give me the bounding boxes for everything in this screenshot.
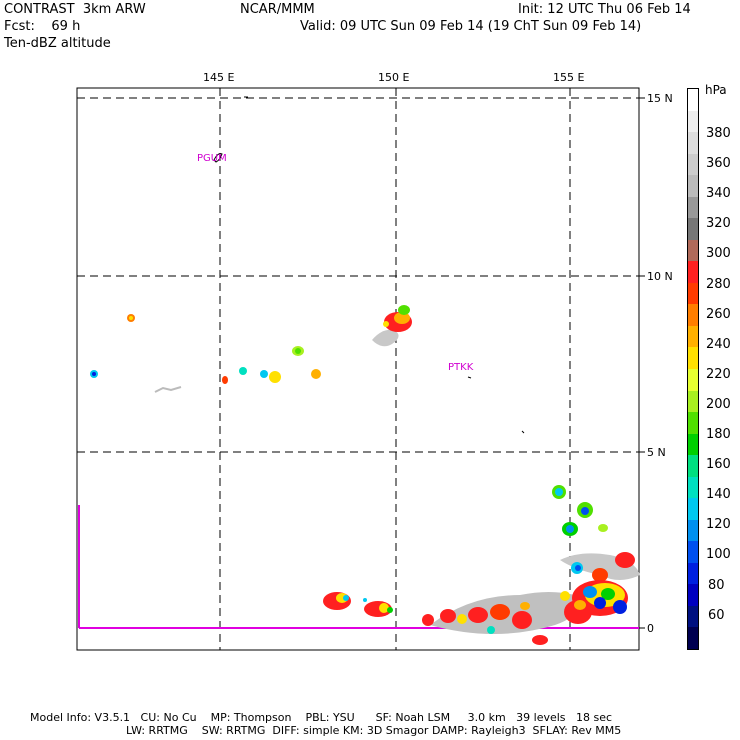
colorbar-label: 300 — [706, 246, 731, 262]
colorbar-segment — [688, 239, 698, 262]
lon-label-155: 155 E — [553, 71, 584, 84]
lat-label-5: 5 N — [647, 446, 666, 459]
colorbar-label: 360 — [706, 156, 731, 172]
coastlines — [213, 96, 525, 434]
footer-physics-info: LW: RRTMG SW: RRTMG DIFF: simple KM: 3D … — [126, 724, 622, 737]
colorbar-segment — [688, 519, 698, 542]
colorbar-segment — [688, 605, 698, 628]
station-ptkk: PTKK — [448, 362, 474, 373]
valid-time: Valid: 09 UTC Sun 09 Feb 14 (19 ChT Sun … — [300, 19, 642, 34]
colorbar-segment — [688, 498, 698, 521]
colorbar-label: 220 — [706, 366, 731, 382]
equator-line — [78, 505, 639, 629]
colorbar-segment — [688, 89, 698, 112]
colorbar-label: 60 — [708, 607, 725, 623]
lon-label-145: 145 E — [203, 71, 234, 84]
colorbar-segment — [688, 175, 698, 198]
colorbar-segment — [688, 282, 698, 305]
map-frame — [76, 87, 640, 651]
colorbar-segment — [688, 455, 698, 478]
field-name: Ten-dBZ altitude — [4, 36, 111, 51]
colorbar-label: 140 — [706, 487, 731, 503]
legend-unit: hPa — [705, 83, 727, 97]
forecast-hour: Fcst: 69 h — [4, 19, 81, 34]
organization: NCAR/MMM — [240, 2, 315, 17]
colorbar-segment — [688, 541, 698, 564]
colorbar-label: 160 — [706, 457, 731, 473]
colorbar-segment — [688, 390, 698, 413]
lat-label-15: 15 N — [647, 92, 673, 105]
axis-ticks — [639, 97, 645, 629]
lon-label-150: 150 E — [378, 71, 409, 84]
colorbar-segment — [688, 627, 698, 650]
colorbar-segment — [688, 261, 698, 284]
colorbar-segment — [688, 412, 698, 435]
colorbar-label: 120 — [706, 517, 731, 533]
colorbar-segment — [688, 153, 698, 176]
colorbar-segment — [688, 584, 698, 607]
lat-label-10: 10 N — [647, 270, 673, 283]
colorbar-label: 280 — [706, 276, 731, 292]
colorbar-label: 340 — [706, 186, 731, 202]
colorbar-segment — [688, 218, 698, 241]
colorbar-segment — [688, 325, 698, 348]
footer-model-info: Model Info: V3.5.1 CU: No Cu MP: Thompso… — [30, 711, 613, 724]
colorbar-segment — [688, 476, 698, 499]
colorbar-segment — [688, 562, 698, 585]
colorbar-label: 100 — [706, 547, 731, 563]
colorbar-label: 200 — [706, 396, 731, 412]
colorbar-label: 180 — [706, 427, 731, 442]
colorbar-label: 380 — [706, 126, 731, 141]
init-time: Init: 12 UTC Thu 06 Feb 14 — [518, 2, 691, 17]
colorbar-segment — [688, 110, 698, 133]
colorbar-segment — [688, 196, 698, 219]
colorbar-segment — [688, 369, 698, 392]
model-title: CONTRAST 3km ARW — [4, 2, 146, 17]
colorbar-label: 260 — [706, 306, 731, 322]
grid-lines — [77, 88, 639, 650]
colorbar-segment — [688, 132, 698, 155]
colorbar-label: 320 — [706, 216, 731, 232]
colorbar-segment — [688, 433, 698, 456]
colorbar-segment — [688, 304, 698, 327]
station-pgum: PGUM — [197, 153, 227, 164]
colorbar-label: 80 — [708, 577, 725, 593]
colorbar — [687, 88, 699, 650]
colorbar-segment — [688, 347, 698, 370]
echo-cells — [90, 305, 640, 645]
lat-label-0: 0 — [647, 622, 654, 635]
colorbar-label: 240 — [706, 336, 731, 352]
